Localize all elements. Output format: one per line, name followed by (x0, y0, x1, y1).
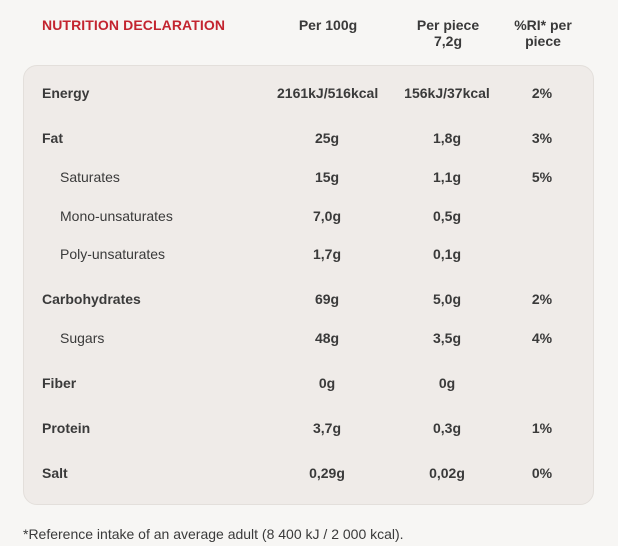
value-per-piece: 1,1g (432, 169, 461, 185)
value-ri: 2% (531, 85, 553, 101)
value-ri: 5% (531, 169, 553, 185)
value-ri: 3% (531, 130, 553, 146)
value-ri: 1% (531, 420, 553, 436)
column-header-ri: %RI* per piece (514, 17, 572, 49)
value-per-100g: 69g (314, 291, 340, 307)
value-ri: 0% (531, 465, 553, 481)
row-label: Energy (42, 85, 90, 101)
row-label: Mono-unsaturates (60, 208, 173, 224)
table-row: Energy 2161kJ/516kcal 156kJ/37kcal 2% (24, 83, 593, 103)
value-per-100g: 0,29g (309, 465, 345, 481)
row-label: Fat (42, 130, 63, 146)
row-label: Poly-unsaturates (60, 246, 166, 262)
value-per-piece: 0,3g (432, 420, 461, 436)
value-per-piece: 0,5g (432, 208, 461, 224)
table-row: Protein 3,7g 0,3g 1% (24, 418, 593, 438)
value-per-100g: 7,0g (312, 208, 341, 224)
column-header-per-piece: Per piece 7,2g (416, 17, 480, 49)
table-header: NUTRITION DECLARATION Per 100g Per piece… (0, 16, 618, 56)
value-ri: 2% (531, 291, 553, 307)
value-per-100g: 48g (314, 330, 340, 346)
table-row: Mono-unsaturates 7,0g 0,5g (24, 206, 593, 226)
value-per-piece: 5,0g (432, 291, 461, 307)
row-label: Sugars (60, 330, 105, 346)
value-per-piece: 0g (438, 375, 456, 391)
table-row: Poly-unsaturates 1,7g 0,1g (24, 244, 593, 264)
table-row: Fat 25g 1,8g 3% (24, 128, 593, 148)
footnote: *Reference intake of an average adult (8… (23, 526, 404, 542)
value-ri: 4% (531, 330, 553, 346)
table-row: Salt 0,29g 0,02g 0% (24, 463, 593, 483)
value-per-piece: 0,1g (432, 246, 461, 262)
value-per-100g: 3,7g (312, 420, 341, 436)
row-label: Carbohydrates (42, 291, 141, 307)
value-per-piece: 1,8g (432, 130, 461, 146)
value-per-100g: 0g (318, 375, 336, 391)
table-row: Fiber 0g 0g (24, 373, 593, 393)
page-title: NUTRITION DECLARATION (42, 17, 226, 33)
value-per-100g: 2161kJ/516kcal (277, 85, 379, 101)
value-per-piece: 0,02g (429, 465, 465, 481)
value-per-100g: 25g (314, 130, 340, 146)
table-row: Sugars 48g 3,5g 4% (24, 328, 593, 348)
value-per-100g: 1,7g (312, 246, 341, 262)
value-per-100g: 15g (314, 169, 340, 185)
value-per-piece: 156kJ/37kcal (404, 85, 490, 101)
row-label: Fiber (42, 375, 77, 391)
nutrition-table: Energy 2161kJ/516kcal 156kJ/37kcal 2% Fa… (23, 65, 594, 505)
row-label: Salt (42, 465, 68, 481)
column-header-per-100g: Per 100g (298, 17, 358, 33)
table-row: Saturates 15g 1,1g 5% (24, 167, 593, 187)
value-per-piece: 3,5g (432, 330, 461, 346)
row-label: Saturates (60, 169, 120, 185)
row-label: Protein (42, 420, 91, 436)
table-row: Carbohydrates 69g 5,0g 2% (24, 289, 593, 309)
